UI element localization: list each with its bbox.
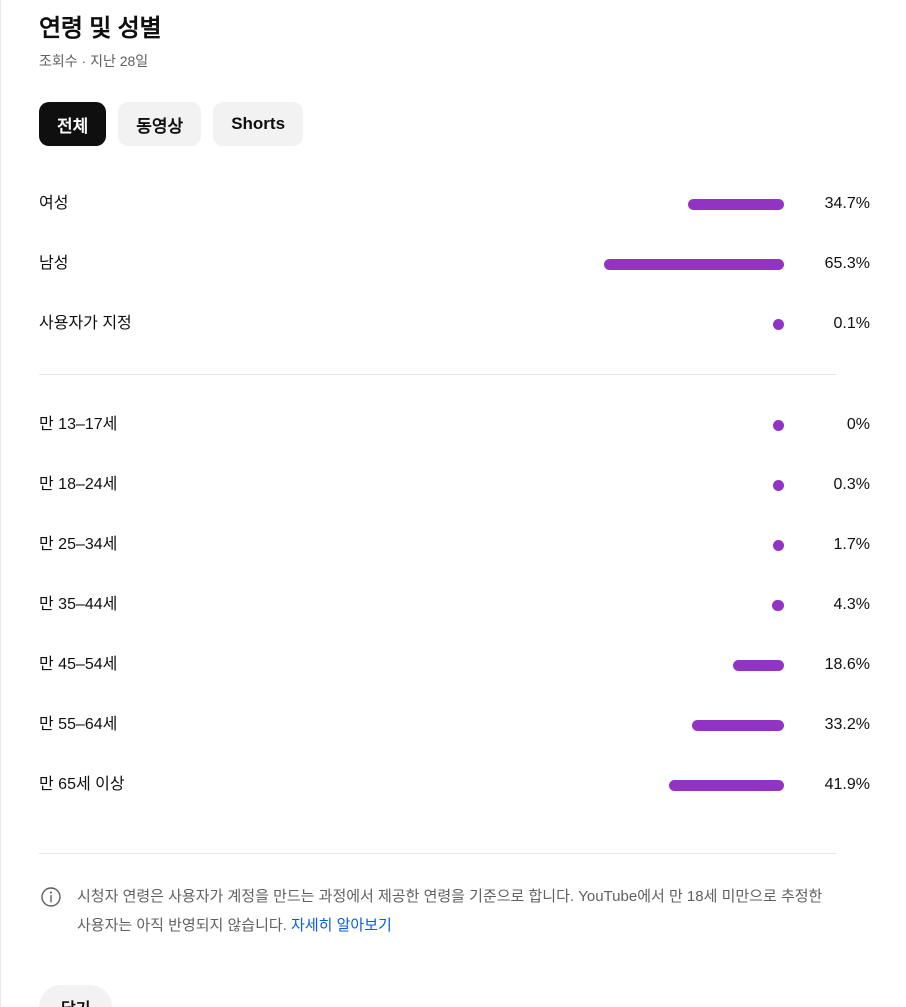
bar-fill bbox=[668, 779, 784, 791]
bar-track bbox=[419, 719, 784, 731]
page-title: 연령 및 성별 bbox=[39, 15, 162, 42]
bar-label: 만 18–24세 bbox=[39, 476, 118, 493]
bar-fill bbox=[688, 198, 784, 210]
chip-all[interactable]: 전체 bbox=[39, 102, 107, 146]
bar-row[interactable]: 만 65세 이상 41.9% bbox=[1, 755, 906, 815]
footnote-divider bbox=[39, 853, 836, 854]
footnote-text: 시청자 연령은 사용자가 계정을 만드는 과정에서 제공한 연령을 기준으로 합… bbox=[77, 882, 836, 940]
bar-row[interactable]: 만 18–24세 0.3% bbox=[1, 455, 906, 515]
bar-track bbox=[419, 599, 784, 611]
bar-track bbox=[419, 539, 784, 551]
info-icon bbox=[39, 885, 63, 909]
gender-chart: 여성 34.7% 남성 65.3% 사용자가 지정 0.1% bbox=[1, 174, 906, 354]
bar-track bbox=[419, 779, 784, 791]
bar-fill bbox=[732, 659, 784, 671]
bottom-action-row: 닫기 bbox=[39, 985, 113, 1007]
bar-value: 0.1% bbox=[833, 315, 870, 332]
bar-label: 만 55–64세 bbox=[39, 716, 118, 733]
age-chart: 만 13–17세 0% 만 18–24세 0.3% 만 25–34세 1.7% … bbox=[1, 395, 906, 815]
section-divider bbox=[39, 374, 836, 375]
panel-header: 연령 및 성별 조회수 · 지난 28일 bbox=[1, 0, 906, 71]
filter-chip-row: 전체 동영상 Shorts bbox=[39, 102, 906, 146]
bar-track bbox=[419, 198, 784, 210]
bar-value: 34.7% bbox=[824, 195, 870, 212]
bar-value: 65.3% bbox=[824, 255, 870, 272]
bar-track bbox=[419, 479, 784, 491]
bar-row[interactable]: 만 25–34세 1.7% bbox=[1, 515, 906, 575]
footnote-body: 시청자 연령은 사용자가 계정을 만드는 과정에서 제공한 연령을 기준으로 합… bbox=[77, 888, 823, 934]
bar-label: 만 45–54세 bbox=[39, 656, 118, 673]
bar-label: 만 25–34세 bbox=[39, 536, 118, 553]
bar-value: 4.3% bbox=[833, 596, 870, 613]
bar-fill bbox=[773, 539, 784, 551]
close-button[interactable]: 닫기 bbox=[39, 985, 113, 1007]
bar-fill bbox=[604, 258, 784, 270]
bar-row[interactable]: 여성 34.7% bbox=[1, 174, 906, 234]
bar-row[interactable]: 만 45–54세 18.6% bbox=[1, 635, 906, 695]
bar-row[interactable]: 만 13–17세 0% bbox=[1, 395, 906, 455]
bar-label: 만 35–44세 bbox=[39, 596, 118, 613]
bar-value: 41.9% bbox=[824, 776, 870, 793]
bar-fill bbox=[772, 599, 784, 611]
bar-fill bbox=[692, 719, 784, 731]
chip-videos[interactable]: 동영상 bbox=[118, 102, 202, 146]
bar-track bbox=[419, 419, 784, 431]
bar-value: 33.2% bbox=[824, 716, 870, 733]
bar-value: 1.7% bbox=[833, 536, 870, 553]
bar-value: 0.3% bbox=[833, 476, 870, 493]
bar-row[interactable]: 만 55–64세 33.2% bbox=[1, 695, 906, 755]
learn-more-link[interactable]: 자세히 알아보기 bbox=[291, 917, 392, 934]
bar-fill bbox=[773, 318, 784, 330]
panel-subtitle: 조회수 · 지난 28일 bbox=[39, 53, 149, 69]
bar-label: 사용자가 지정 bbox=[39, 315, 132, 332]
bar-label: 여성 bbox=[39, 195, 69, 212]
bar-track bbox=[419, 318, 784, 330]
bar-track bbox=[419, 659, 784, 671]
chip-shorts[interactable]: Shorts bbox=[213, 102, 304, 146]
bar-label: 만 65세 이상 bbox=[39, 776, 125, 793]
bar-label: 만 13–17세 bbox=[39, 416, 118, 433]
bar-label: 남성 bbox=[39, 255, 69, 272]
bar-value: 18.6% bbox=[824, 656, 870, 673]
bar-fill bbox=[773, 419, 784, 431]
bar-row[interactable]: 남성 65.3% bbox=[1, 234, 906, 294]
bar-track bbox=[419, 258, 784, 270]
bar-value: 0% bbox=[846, 416, 870, 433]
bar-fill bbox=[773, 479, 784, 491]
bar-row[interactable]: 만 35–44세 4.3% bbox=[1, 575, 906, 635]
footnote: 시청자 연령은 사용자가 계정을 만드는 과정에서 제공한 연령을 기준으로 합… bbox=[1, 876, 906, 940]
bar-row[interactable]: 사용자가 지정 0.1% bbox=[1, 294, 906, 354]
